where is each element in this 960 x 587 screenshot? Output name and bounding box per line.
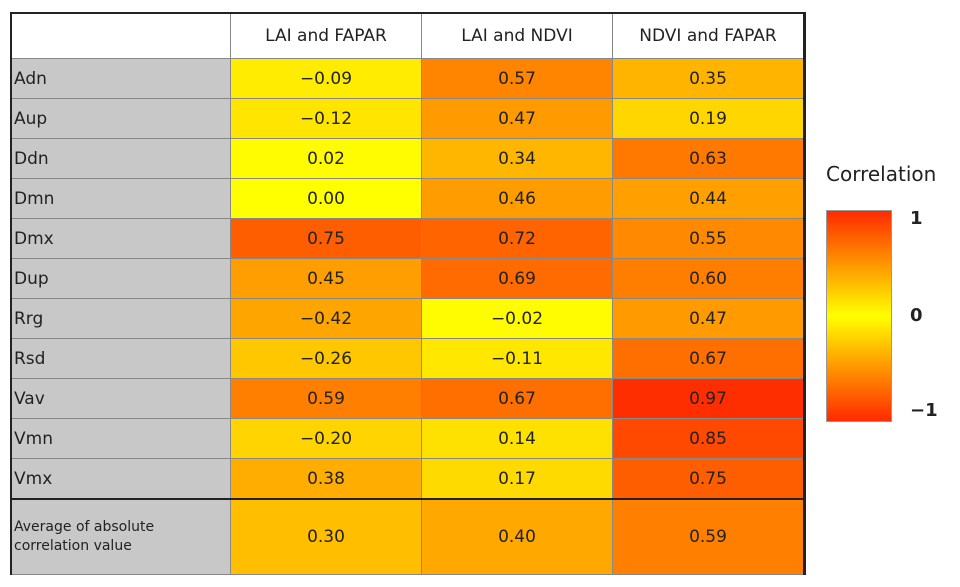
table-row: Dmx 0.75 0.72 0.55 — [10, 218, 806, 259]
value-cell: 0.45 — [230, 258, 422, 299]
legend-gradient — [826, 210, 892, 422]
header-row: LAI and FAPAR LAI and NDVI NDVI and FAPAR — [10, 12, 806, 59]
value-cell: 0.55 — [612, 218, 806, 259]
header-cell: LAI and FAPAR — [230, 12, 422, 59]
value-cell: 0.75 — [612, 458, 806, 500]
value-cell: 0.59 — [612, 498, 806, 575]
value-cell: 0.44 — [612, 178, 806, 219]
value-cell: 0.47 — [612, 298, 806, 339]
row-label: Average of absolute correlation value — [10, 498, 231, 575]
table-row: Vav 0.59 0.67 0.97 — [10, 378, 806, 419]
value-cell: 0.67 — [421, 378, 613, 419]
row-label: Aup — [10, 98, 231, 139]
value-cell: 0.85 — [612, 418, 806, 459]
value-cell: −0.09 — [230, 58, 422, 99]
value-cell: 0.46 — [421, 178, 613, 219]
value-cell: 0.30 — [230, 498, 422, 575]
value-cell: 0.75 — [230, 218, 422, 259]
value-cell: 0.57 — [421, 58, 613, 99]
value-cell: −0.11 — [421, 338, 613, 379]
value-cell: 0.63 — [612, 138, 806, 179]
table-row: Adn −0.09 0.57 0.35 — [10, 58, 806, 99]
value-cell: −0.42 — [230, 298, 422, 339]
value-cell: 0.19 — [612, 98, 806, 139]
value-cell: 0.60 — [612, 258, 806, 299]
value-cell: 0.34 — [421, 138, 613, 179]
value-cell: −0.02 — [421, 298, 613, 339]
value-cell: 0.02 — [230, 138, 422, 179]
value-cell: −0.26 — [230, 338, 422, 379]
value-cell: 0.00 — [230, 178, 422, 219]
row-label: Adn — [10, 58, 231, 99]
table-row: Dup 0.45 0.69 0.60 — [10, 258, 806, 299]
value-cell: 0.59 — [230, 378, 422, 419]
value-cell: 0.14 — [421, 418, 613, 459]
value-cell: 0.72 — [421, 218, 613, 259]
header-cell: LAI and NDVI — [421, 12, 613, 59]
legend-label: −1 — [910, 400, 938, 421]
value-cell: 0.69 — [421, 258, 613, 299]
value-cell: 0.47 — [421, 98, 613, 139]
legend-label: 0 — [910, 305, 923, 326]
row-label: Dmx — [10, 218, 231, 259]
value-cell: −0.20 — [230, 418, 422, 459]
table-row: Vmx 0.38 0.17 0.75 — [10, 458, 806, 500]
table-row: Ddn 0.02 0.34 0.63 — [10, 138, 806, 179]
table-row: Rsd −0.26 −0.11 0.67 — [10, 338, 806, 379]
row-label: Rrg — [10, 298, 231, 339]
average-row: Average of absolute correlation value 0.3… — [10, 498, 806, 575]
header-cell — [10, 12, 231, 59]
value-cell: 0.40 — [421, 498, 613, 575]
legend-label: 1 — [910, 208, 923, 229]
row-label: Dup — [10, 258, 231, 299]
row-label: Rsd — [10, 338, 231, 379]
table-row: Dmn 0.00 0.46 0.44 — [10, 178, 806, 219]
legend-title: Correlation — [826, 162, 937, 186]
value-cell: 0.38 — [230, 458, 422, 500]
table-row: Vmn −0.20 0.14 0.85 — [10, 418, 806, 459]
row-label: Vmx — [10, 458, 231, 500]
table-row: Rrg −0.42 −0.02 0.47 — [10, 298, 806, 339]
row-label: Vmn — [10, 418, 231, 459]
value-cell: 0.17 — [421, 458, 613, 500]
header-cell: NDVI and FAPAR — [612, 12, 806, 59]
value-cell: −0.12 — [230, 98, 422, 139]
value-cell: 0.97 — [612, 378, 806, 419]
value-cell: 0.35 — [612, 58, 806, 99]
correlation-table: LAI and FAPAR LAI and NDVI NDVI and FAPAR A… — [10, 12, 806, 575]
row-label: Dmn — [10, 178, 231, 219]
table-row: Aup −0.12 0.47 0.19 — [10, 98, 806, 139]
value-cell: 0.67 — [612, 338, 806, 379]
row-label: Vav — [10, 378, 231, 419]
row-label: Ddn — [10, 138, 231, 179]
